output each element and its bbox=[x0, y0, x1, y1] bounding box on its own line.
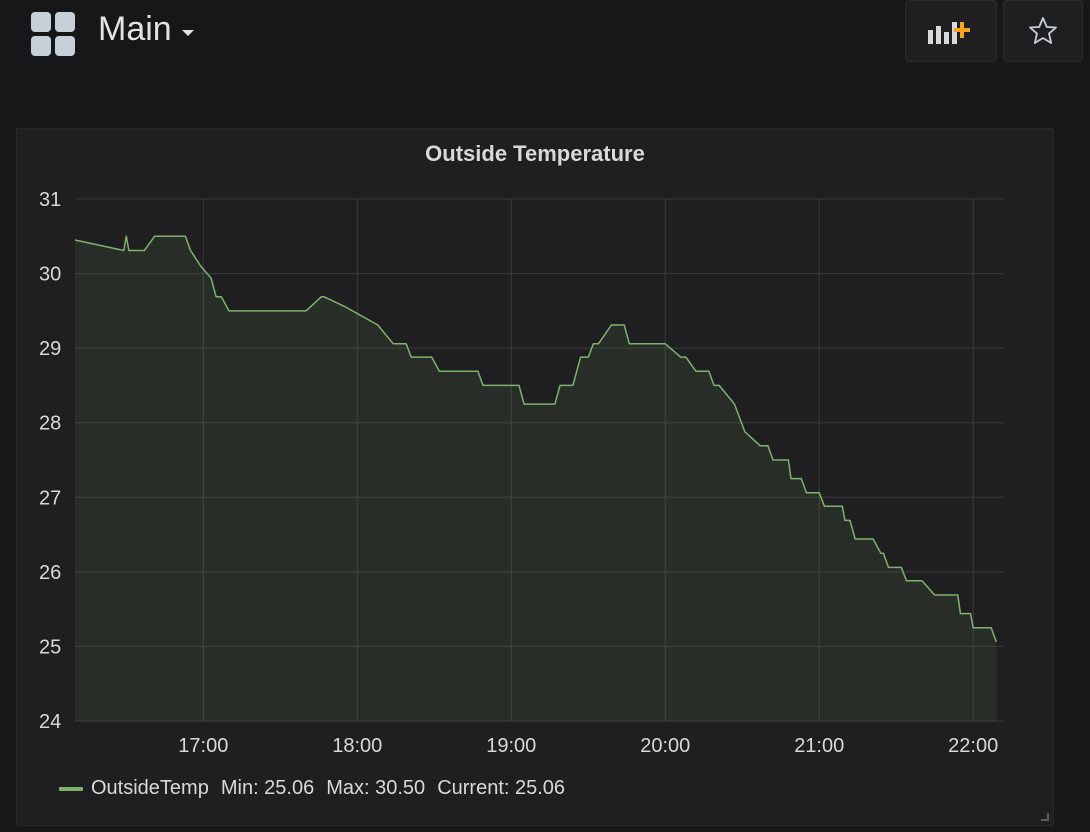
y-tick-label: 26 bbox=[39, 562, 61, 584]
panel-resize-handle[interactable] bbox=[1041, 813, 1049, 821]
legend-series-color-swatch[interactable] bbox=[59, 786, 83, 791]
top-navbar: Main bbox=[0, 0, 1090, 96]
x-tick-label: 19:00 bbox=[486, 735, 536, 757]
dashboard-title-dropdown[interactable]: Main bbox=[98, 10, 194, 49]
y-tick-label: 30 bbox=[39, 264, 61, 286]
star-icon bbox=[1029, 17, 1057, 44]
y-tick-label: 25 bbox=[39, 636, 61, 658]
y-tick-label: 27 bbox=[39, 487, 61, 509]
legend[interactable]: OutsideTemp Min: 25.06 Max: 30.50 Curren… bbox=[59, 777, 565, 800]
caret-down-icon bbox=[181, 29, 194, 36]
x-tick-label: 17:00 bbox=[178, 735, 228, 757]
panel-title[interactable]: Outside Temperature bbox=[425, 141, 645, 166]
legend-current-value: Current: 25.06 bbox=[437, 777, 566, 799]
add-panel-icon bbox=[928, 22, 970, 44]
legend-max-value: Max: 30.50 bbox=[326, 777, 426, 799]
y-tick-label: 31 bbox=[39, 189, 61, 211]
series-area-fill bbox=[75, 236, 997, 722]
dashboard-title: Main bbox=[98, 10, 172, 48]
legend-min-value: Min: 25.06 bbox=[220, 777, 315, 799]
y-tick-label: 29 bbox=[39, 338, 61, 360]
dashboard-grid-icon[interactable] bbox=[31, 12, 75, 56]
x-tick-label: 21:00 bbox=[794, 735, 844, 757]
x-tick-label: 20:00 bbox=[640, 735, 690, 757]
graph-panel[interactable]: Outside Temperature 24 25 26 27 28 29 30 31 17:0… bbox=[16, 128, 1054, 826]
add-panel-button[interactable] bbox=[905, 0, 997, 62]
y-tick-label: 24 bbox=[39, 711, 61, 733]
star-dashboard-button[interactable] bbox=[1003, 0, 1083, 62]
x-tick-label: 18:00 bbox=[332, 735, 382, 757]
temperature-chart: 24 25 26 27 28 29 30 31 17:00 18:00 19:00 20:00 21:0… bbox=[39, 189, 1004, 757]
series-line bbox=[74, 235, 998, 643]
x-tick-label: 22:00 bbox=[948, 735, 998, 757]
legend-series-name[interactable]: OutsideTemp bbox=[91, 777, 209, 799]
y-tick-label: 28 bbox=[39, 413, 61, 435]
